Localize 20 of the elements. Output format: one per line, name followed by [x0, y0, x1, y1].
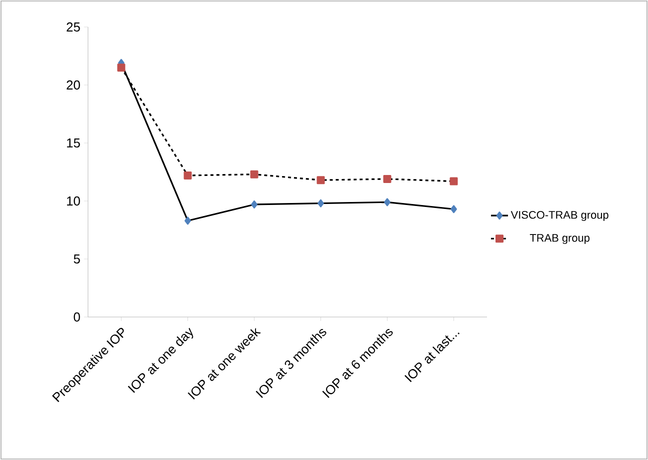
y-tick-label: 20 [66, 80, 80, 90]
point [184, 171, 192, 180]
point [383, 174, 392, 183]
point [184, 216, 191, 225]
point [316, 176, 325, 184]
point [318, 199, 324, 208]
y-tick-label: 15 [67, 138, 80, 148]
y-tick-label: 10 [67, 196, 80, 206]
point [250, 170, 258, 178]
point [450, 205, 457, 214]
legend-label: VISCO-TRAB group [510, 210, 608, 221]
point [251, 200, 258, 208]
y-tick-label: 0 [74, 312, 80, 322]
y-tick-label: 5 [74, 254, 80, 264]
y-tick-label: 25 [66, 22, 80, 32]
point [450, 177, 458, 186]
legend-label: TRAB group [530, 234, 590, 244]
point [117, 64, 126, 72]
x-tick-label: IOP at last... [404, 332, 460, 382]
point [384, 198, 390, 206]
